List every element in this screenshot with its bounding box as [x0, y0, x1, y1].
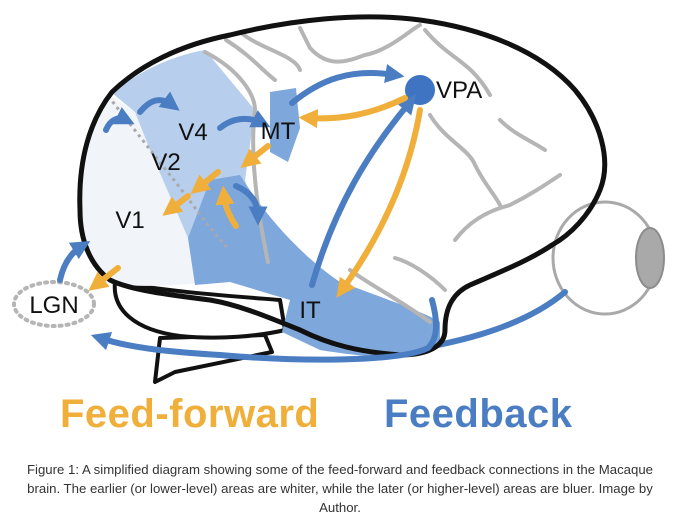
- area-v1-region: [81, 95, 220, 286]
- v1-label: V1: [115, 207, 144, 234]
- it-label: IT: [299, 297, 321, 324]
- feedback-arrows: [57, 64, 440, 363]
- v2-label: V2: [151, 149, 180, 176]
- eye-iris: [635, 227, 665, 289]
- ff-arrow-mt-v4: [240, 143, 271, 168]
- v4-label: V4: [178, 119, 207, 146]
- fb-arrow-v2-it: [233, 183, 268, 226]
- fb-arrow-mt-vpa: [289, 64, 405, 106]
- ff-arrow-v2-v1: [162, 193, 191, 216]
- lgn-label: LGN: [29, 292, 78, 319]
- mt-label: MT: [261, 118, 296, 145]
- lgn-node: [12, 280, 96, 328]
- ff-arrow-v4-v2: [190, 169, 221, 194]
- fb-arrow-it-lgn: [90, 297, 440, 363]
- brain-outline: [77, 14, 608, 358]
- vpa-label: VPA: [436, 77, 482, 104]
- fb-arrow-v4-mt: [217, 110, 271, 131]
- cerebellum-outline: [112, 280, 287, 340]
- fb-arrow-it-vpa: [309, 94, 417, 288]
- brain-diagram: LGN V1 V2 V4 MT VPA IT: [12, 14, 665, 384]
- ff-arrow-it-v2: [215, 185, 239, 229]
- fb-arrow-v2-v4: [137, 91, 180, 115]
- area-mt-region: [270, 88, 300, 162]
- ff-arrow-vpa-mt: [298, 95, 408, 129]
- sulci: [203, 23, 562, 324]
- legend-feedback: Feedback: [384, 392, 573, 436]
- feedforward-arrows: [88, 95, 423, 298]
- v1-v2-boundary: [106, 95, 230, 250]
- figure-caption: Figure 1: A simplified diagram showing s…: [26, 462, 654, 515]
- ff-arrow-vpa-it: [336, 107, 423, 298]
- ff-arrow-v1-lgn: [88, 265, 121, 291]
- fb-arrow-lgn-v1: [57, 241, 91, 283]
- fb-arrow-v1-v2: [103, 107, 135, 133]
- legend-feedforward: Feed-forward: [60, 392, 320, 436]
